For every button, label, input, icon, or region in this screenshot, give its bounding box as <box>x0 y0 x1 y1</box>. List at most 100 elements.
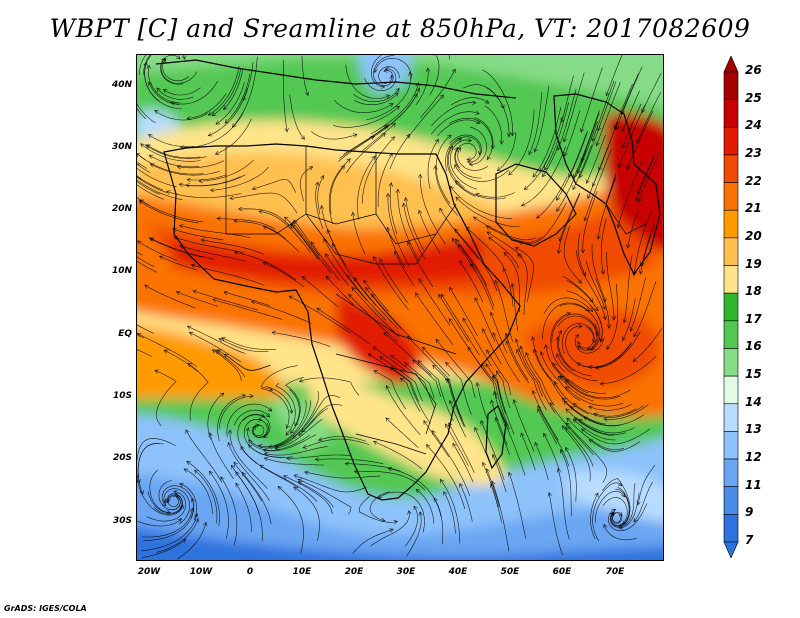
streamline-arrow <box>486 349 491 354</box>
streamline-arrow <box>258 209 263 214</box>
streamline-arrow <box>290 224 295 229</box>
streamline <box>435 339 476 398</box>
streamline <box>455 196 520 227</box>
streamline <box>156 87 194 100</box>
streamline-arrow <box>474 297 479 302</box>
streamline <box>218 338 269 352</box>
streamline-arrow <box>185 183 190 188</box>
streamline <box>559 192 580 241</box>
streamline-arrow <box>454 228 459 233</box>
streamline-arrow <box>481 363 486 369</box>
streamline-arrow <box>448 317 453 323</box>
streamline-arrow <box>492 375 497 381</box>
streamline-arrow <box>166 510 172 515</box>
streamline <box>635 156 655 201</box>
streamline <box>162 58 189 82</box>
streamline-arrow <box>183 468 189 473</box>
streamline <box>435 165 458 216</box>
streamline <box>136 106 147 120</box>
colorbar-swatch <box>723 154 739 183</box>
streamline-arrow <box>600 270 605 275</box>
streamline-arrow <box>274 445 280 450</box>
streamline-arrow <box>433 497 438 502</box>
streamline-arrow <box>220 476 225 481</box>
streamline-arrow <box>537 408 542 413</box>
colorbar-label: 26 <box>745 63 762 77</box>
streamline <box>574 417 614 436</box>
streamline-arrow <box>242 96 247 102</box>
streamline-arrow <box>595 141 600 147</box>
streamline-arrow <box>186 177 191 183</box>
streamline <box>626 110 654 170</box>
streamline-arrow <box>520 432 525 438</box>
streamline-arrow <box>537 405 542 410</box>
streamline <box>363 280 389 312</box>
streamline <box>563 72 585 142</box>
lat-label-30n: 30N <box>111 142 132 152</box>
streamline <box>176 291 218 307</box>
streamline <box>450 186 512 219</box>
streamline <box>465 226 505 268</box>
streamline-arrow <box>536 214 541 219</box>
streamline <box>486 231 523 258</box>
streamline-arrow <box>459 483 464 488</box>
streamline <box>194 469 218 524</box>
streamline-arrow <box>314 181 319 187</box>
streamline <box>443 491 456 534</box>
streamline-arrow <box>304 470 309 475</box>
streamline <box>633 280 657 337</box>
streamline-arrow <box>389 102 394 107</box>
streamline <box>170 80 218 105</box>
streamline <box>388 468 442 517</box>
streamline <box>379 356 423 402</box>
streamline <box>448 422 475 473</box>
streamline <box>329 158 351 225</box>
streamline-arrow <box>611 508 617 513</box>
streamline-arrow <box>588 297 594 303</box>
streamline <box>160 54 184 85</box>
streamline-arrow <box>293 486 298 491</box>
streamline-arrow <box>491 480 496 486</box>
colorbar-label: 19 <box>745 256 762 271</box>
streamline-arrow <box>518 240 523 245</box>
streamline <box>163 87 201 96</box>
streamline <box>173 236 245 254</box>
streamline <box>486 468 500 507</box>
streamline-arrow <box>289 409 294 414</box>
streamline-arrow <box>523 185 529 190</box>
streamline-arrow <box>385 417 390 422</box>
streamline <box>590 492 599 540</box>
streamline-arrow <box>237 206 243 212</box>
streamline-arrow <box>558 330 562 335</box>
streamline <box>588 404 632 411</box>
streamline <box>492 376 506 414</box>
streamline <box>592 482 622 542</box>
streamline <box>445 136 481 172</box>
streamline <box>265 386 293 414</box>
streamline <box>590 305 603 342</box>
streamline-arrow <box>367 353 373 358</box>
streamline <box>637 156 654 194</box>
streamlines <box>136 54 663 560</box>
map-border <box>136 54 664 561</box>
streamline <box>455 180 507 200</box>
streamline <box>136 348 152 357</box>
streamline-arrow <box>438 293 443 299</box>
streamline-arrow <box>458 259 463 265</box>
colorbar-swatch <box>723 71 739 100</box>
streamline-arrow <box>418 209 423 215</box>
streamline-arrow <box>494 417 499 422</box>
streamline <box>299 377 360 396</box>
streamline-arrow <box>480 420 485 425</box>
streamline-arrow <box>416 87 421 93</box>
streamline <box>242 414 271 438</box>
streamline <box>577 233 586 276</box>
streamline-arrow <box>262 225 268 230</box>
streamline <box>144 284 196 309</box>
streamline <box>584 149 612 221</box>
streamline <box>238 208 293 230</box>
streamline <box>564 110 581 157</box>
colorbar-swatch <box>723 265 739 294</box>
streamline <box>544 102 569 170</box>
streamline-arrow <box>474 426 479 432</box>
